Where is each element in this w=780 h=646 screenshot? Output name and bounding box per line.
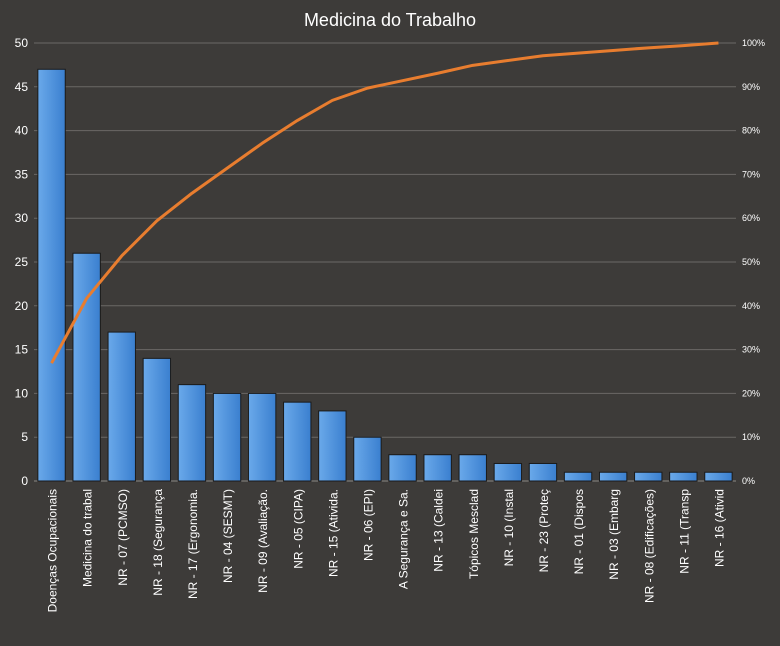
bar bbox=[283, 401, 312, 482]
category-label: NR - 17 (Ergonomia. bbox=[186, 489, 200, 599]
category-label: NR - 01 (Dispos bbox=[572, 489, 586, 574]
left-tick-label: 10 bbox=[15, 386, 29, 400]
category-label: NR - 18 (Segurança bbox=[151, 489, 165, 596]
bar bbox=[493, 462, 523, 482]
bar bbox=[353, 436, 382, 482]
bar bbox=[212, 392, 242, 482]
bar bbox=[528, 462, 558, 482]
left-tick-label: 40 bbox=[15, 124, 29, 138]
right-tick-label: 70% bbox=[742, 169, 760, 179]
right-tick-label: 10% bbox=[742, 432, 760, 442]
category-label: NR - 05 (CIPA) bbox=[291, 489, 305, 569]
category-label: NR - 23 (Proteç bbox=[537, 489, 551, 572]
category-label: NR - 06 (EPI) bbox=[361, 489, 375, 561]
right-tick-label: 30% bbox=[742, 345, 760, 355]
bar bbox=[72, 252, 101, 482]
category-label: NR - 16 (Ativid bbox=[712, 489, 726, 567]
bar bbox=[107, 331, 136, 482]
bar bbox=[247, 392, 277, 482]
category-label: NR - 13 (Caldei bbox=[432, 489, 446, 572]
category-label: NR - 08 (Edificações) bbox=[642, 489, 656, 603]
left-tick-label: 30 bbox=[15, 211, 29, 225]
category-label: NR - 15 (Ativida. bbox=[326, 489, 340, 577]
category-label: NR - 03 (Embarg bbox=[607, 489, 621, 580]
right-tick-label: 40% bbox=[742, 301, 760, 311]
right-tick-label: 60% bbox=[742, 213, 760, 223]
left-axis: 0 5 10 15 20 25 30 35 40 45 50 bbox=[15, 36, 29, 488]
category-label: NR - 11 (Transp bbox=[677, 489, 691, 574]
left-tick-label: 0 bbox=[21, 474, 28, 488]
bar bbox=[634, 471, 663, 482]
left-tick-label: 25 bbox=[15, 255, 29, 269]
bar bbox=[318, 410, 347, 482]
left-tick-label: 35 bbox=[15, 167, 29, 181]
bar bbox=[598, 471, 628, 482]
right-tick-label: 90% bbox=[742, 82, 760, 92]
left-tick-label: 45 bbox=[15, 80, 29, 94]
category-label: NR - 10 (Instal bbox=[502, 489, 516, 566]
cumulative-line-layer bbox=[50, 41, 719, 364]
bar bbox=[458, 454, 487, 482]
category-label: NR - 09 (Avaliação. bbox=[256, 489, 270, 593]
bar bbox=[388, 454, 417, 482]
bar bbox=[669, 471, 698, 482]
bar bbox=[177, 384, 207, 482]
left-tick-label: 15 bbox=[15, 343, 29, 357]
right-tick-label: 50% bbox=[742, 257, 760, 267]
right-axis: 0% 10% 20% 30% 40% 50% 60% 70% 80% 90% 100% bbox=[742, 38, 765, 486]
right-tick-label: 80% bbox=[742, 126, 760, 136]
left-tick-label: 20 bbox=[15, 299, 29, 313]
bar bbox=[37, 68, 66, 482]
left-tick-label: 5 bbox=[21, 430, 28, 444]
right-tick-label: 20% bbox=[742, 388, 760, 398]
bar bbox=[423, 454, 452, 482]
chart-title: Medicina do Trabalho bbox=[304, 10, 476, 30]
category-label: Tópicos Mesclad bbox=[467, 489, 481, 579]
category-label: A Segurança e Sa. bbox=[397, 489, 411, 589]
bar bbox=[142, 357, 172, 482]
bars bbox=[37, 68, 733, 482]
right-tick-label: 100% bbox=[742, 38, 765, 48]
category-label: NR - 04 (SESMT) bbox=[221, 489, 235, 583]
bar bbox=[704, 471, 733, 482]
category-labels: Doenças Ocupacionais Medicina do trabal NR… bbox=[46, 489, 727, 613]
category-label: Medicina do trabal bbox=[81, 489, 95, 587]
left-tick-label: 50 bbox=[15, 36, 29, 50]
gridlines bbox=[34, 42, 736, 482]
category-label: Doenças Ocupacionais bbox=[46, 489, 60, 612]
category-label: NR - 07 (PCMSO) bbox=[116, 489, 130, 586]
cumulative-line bbox=[50, 41, 719, 364]
bar bbox=[563, 471, 593, 482]
right-tick-label: 0% bbox=[742, 476, 755, 486]
